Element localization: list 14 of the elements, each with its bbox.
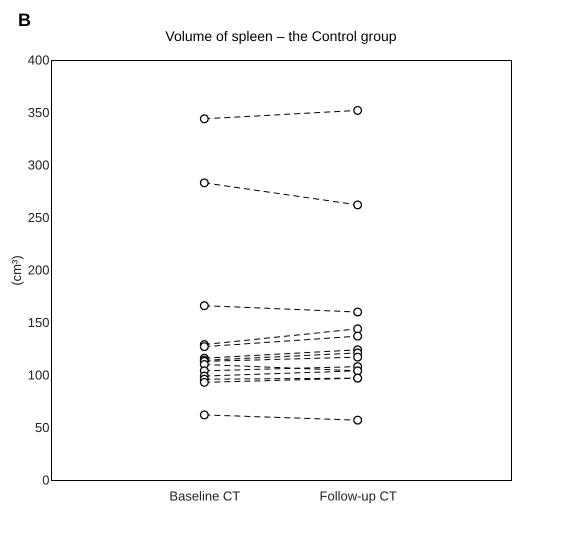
y-tick-label: 150	[28, 315, 50, 330]
chart-title: Volume of spleen – the Control group	[165, 28, 397, 44]
x-tick-label: Follow-up CT	[320, 488, 397, 504]
y-axis-title: (cm³)	[8, 255, 24, 286]
x-tick-label: Baseline CT	[169, 488, 240, 504]
y-tick-label: 300	[28, 158, 50, 172]
text: B	[18, 10, 31, 31]
y-tick-label: 100	[28, 368, 50, 382]
y-tick-label: 350	[28, 105, 50, 120]
y-tick-label: 200	[28, 262, 50, 278]
y-tick-label: 250	[28, 210, 50, 225]
y-tick-label: 0	[42, 472, 50, 488]
y-tick-label: 50	[35, 420, 50, 435]
y-tick-label: 400	[28, 52, 50, 68]
